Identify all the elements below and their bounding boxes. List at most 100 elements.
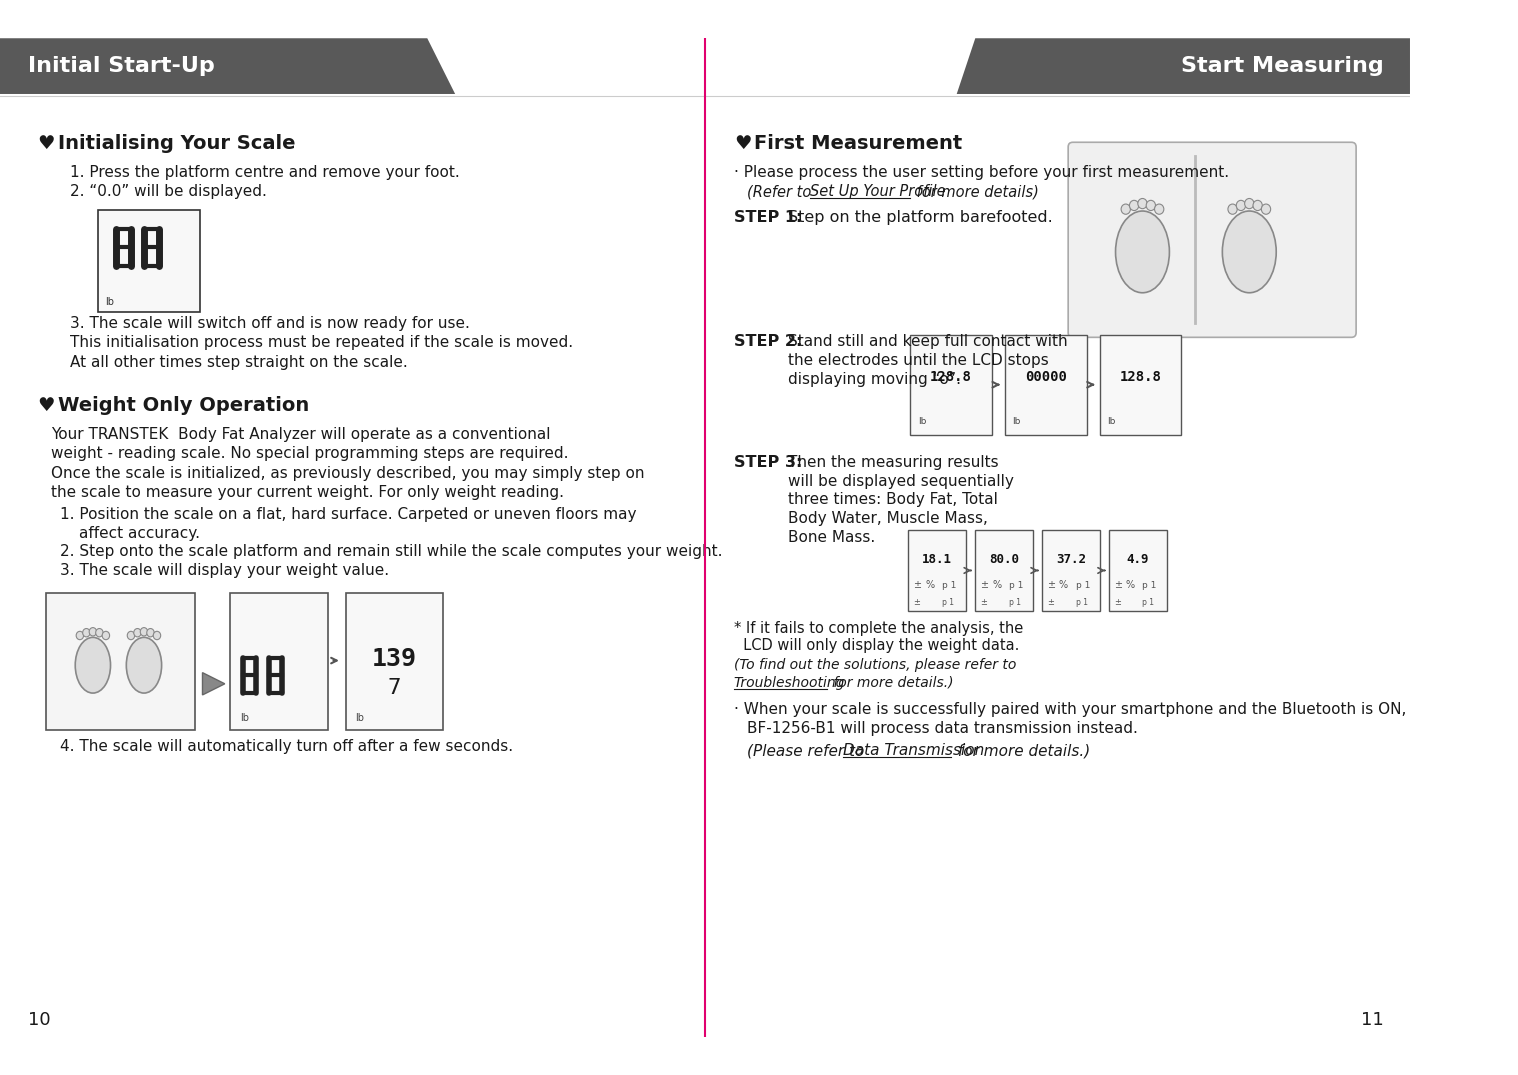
Ellipse shape <box>126 637 161 693</box>
Text: the scale to measure your current weight. For only weight reading.: the scale to measure your current weight… <box>52 485 565 500</box>
Text: Your TRANSTEK  Body Fat Analyzer will operate as a conventional: Your TRANSTEK Body Fat Analyzer will ope… <box>52 428 551 443</box>
Text: 1. Press the platform centre and remove your foot.: 1. Press the platform centre and remove … <box>70 166 460 181</box>
Text: for more details): for more details) <box>912 184 1038 199</box>
Ellipse shape <box>1228 204 1237 214</box>
Text: lb: lb <box>1013 417 1020 426</box>
Text: Start Measuring: Start Measuring <box>1181 56 1384 76</box>
Text: ±: ± <box>1114 598 1120 606</box>
Text: 4. The scale will automatically turn off after a few seconds.: 4. The scale will automatically turn off… <box>61 740 513 755</box>
Text: Troubleshooting: Troubleshooting <box>733 676 846 690</box>
Text: First Measurement: First Measurement <box>754 133 962 153</box>
Text: the electrodes until the LCD stops: the electrodes until the LCD stops <box>788 353 1049 368</box>
Text: p 1: p 1 <box>1143 580 1157 590</box>
Text: p 1: p 1 <box>941 580 956 590</box>
Text: 2. “0.0” will be displayed.: 2. “0.0” will be displayed. <box>70 184 267 199</box>
Text: STEP 2:: STEP 2: <box>733 334 802 349</box>
Text: ±: ± <box>1114 580 1122 590</box>
Text: 18.1: 18.1 <box>923 553 952 565</box>
Text: Step on the platform barefooted.: Step on the platform barefooted. <box>788 210 1052 225</box>
Text: 7: 7 <box>387 678 401 699</box>
Text: 11: 11 <box>1362 1010 1384 1029</box>
Ellipse shape <box>1236 200 1246 211</box>
Ellipse shape <box>140 628 147 636</box>
Polygon shape <box>0 39 455 94</box>
FancyBboxPatch shape <box>975 530 1032 612</box>
Text: ±: ± <box>981 580 988 590</box>
Ellipse shape <box>1245 199 1254 209</box>
FancyBboxPatch shape <box>47 592 194 730</box>
Ellipse shape <box>1252 200 1263 211</box>
Ellipse shape <box>1155 204 1164 214</box>
Ellipse shape <box>82 629 90 636</box>
Text: %: % <box>1126 580 1135 590</box>
Text: Stand still and keep full contact with: Stand still and keep full contact with <box>788 334 1067 349</box>
Text: Initial Start-Up: Initial Start-Up <box>27 56 214 76</box>
FancyBboxPatch shape <box>1069 142 1356 338</box>
Ellipse shape <box>76 631 83 640</box>
Text: Initialising Your Scale: Initialising Your Scale <box>58 133 294 153</box>
Text: 00000: 00000 <box>1025 370 1067 384</box>
FancyBboxPatch shape <box>231 592 328 730</box>
Ellipse shape <box>147 629 155 636</box>
FancyBboxPatch shape <box>97 210 200 312</box>
Ellipse shape <box>1116 211 1169 292</box>
Text: ±: ± <box>1047 580 1055 590</box>
Text: lb: lb <box>355 713 364 722</box>
Text: displaying moving “o”.: displaying moving “o”. <box>788 372 961 387</box>
Text: LCD will only display the weight data.: LCD will only display the weight data. <box>733 639 1019 654</box>
Text: · When your scale is successfully paired with your smartphone and the Bluetooth : · When your scale is successfully paired… <box>733 702 1406 717</box>
Text: 4.9: 4.9 <box>1126 553 1149 565</box>
Text: for more details.): for more details.) <box>829 676 953 690</box>
Ellipse shape <box>1129 200 1138 211</box>
Text: STEP 1:: STEP 1: <box>733 210 802 225</box>
Text: three times: Body Fat, Total: three times: Body Fat, Total <box>788 492 997 507</box>
Text: Then the measuring results: Then the measuring results <box>788 455 999 470</box>
Ellipse shape <box>76 637 111 693</box>
Polygon shape <box>956 39 1410 94</box>
Text: 3. The scale will switch off and is now ready for use.: 3. The scale will switch off and is now … <box>70 316 469 331</box>
Text: 2. Step onto the scale platform and remain still while the scale computes your w: 2. Step onto the scale platform and rema… <box>61 544 723 559</box>
Ellipse shape <box>1146 200 1155 211</box>
Text: affect accuracy.: affect accuracy. <box>79 526 200 541</box>
FancyBboxPatch shape <box>908 530 965 612</box>
Text: * If it fails to complete the analysis, the: * If it fails to complete the analysis, … <box>733 620 1023 635</box>
Text: ±: ± <box>1047 598 1053 606</box>
FancyBboxPatch shape <box>1043 530 1099 612</box>
Text: 3. The scale will display your weight value.: 3. The scale will display your weight va… <box>61 563 390 578</box>
Text: ±: ± <box>912 598 920 606</box>
Text: will be displayed sequentially: will be displayed sequentially <box>788 474 1014 489</box>
Text: (Please refer to: (Please refer to <box>747 743 868 758</box>
Text: Bone Mass.: Bone Mass. <box>788 530 874 545</box>
Text: ±: ± <box>912 580 921 590</box>
Text: p 1: p 1 <box>941 598 953 606</box>
Ellipse shape <box>1138 199 1148 209</box>
Text: 37.2: 37.2 <box>1057 553 1085 565</box>
FancyBboxPatch shape <box>346 592 443 730</box>
Text: %: % <box>924 580 934 590</box>
Text: lb: lb <box>240 713 249 722</box>
Text: p 1: p 1 <box>1076 598 1087 606</box>
Ellipse shape <box>1222 211 1277 292</box>
Text: STEP 3:: STEP 3: <box>733 455 802 470</box>
Text: lb: lb <box>105 297 114 306</box>
Text: %: % <box>1060 580 1069 590</box>
Text: for more details.): for more details.) <box>953 743 1090 758</box>
Ellipse shape <box>134 629 141 636</box>
Text: lb: lb <box>918 417 926 426</box>
Ellipse shape <box>128 631 135 640</box>
Text: 10: 10 <box>27 1010 50 1029</box>
Text: ♥: ♥ <box>36 133 55 153</box>
Ellipse shape <box>1261 204 1271 214</box>
Text: Weight Only Operation: Weight Only Operation <box>58 396 308 415</box>
Ellipse shape <box>96 629 103 636</box>
Text: 139: 139 <box>372 647 416 671</box>
FancyBboxPatch shape <box>1099 334 1181 435</box>
Text: · Please process the user setting before your first measurement.: · Please process the user setting before… <box>733 166 1230 181</box>
Text: ♥: ♥ <box>36 396 55 415</box>
Text: 128.8: 128.8 <box>931 370 972 384</box>
Text: p 1: p 1 <box>1143 598 1155 606</box>
Ellipse shape <box>102 631 109 640</box>
Text: 1. Position the scale on a flat, hard surface. Carpeted or uneven floors may: 1. Position the scale on a flat, hard su… <box>61 507 638 522</box>
Ellipse shape <box>90 628 97 636</box>
Text: ♥: ♥ <box>733 133 751 153</box>
